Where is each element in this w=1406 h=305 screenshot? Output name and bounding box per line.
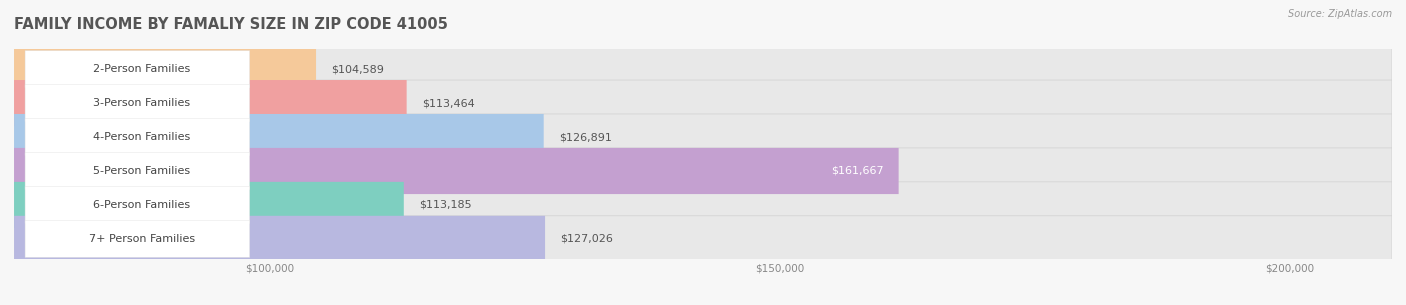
Text: FAMILY INCOME BY FAMALIY SIZE IN ZIP CODE 41005: FAMILY INCOME BY FAMALIY SIZE IN ZIP COD… [14,17,449,32]
Text: $113,185: $113,185 [419,200,472,210]
FancyBboxPatch shape [25,152,250,189]
Text: $126,891: $126,891 [560,132,612,142]
FancyBboxPatch shape [14,46,1392,92]
FancyBboxPatch shape [14,80,1392,126]
Text: $113,464: $113,464 [422,98,475,108]
Text: Source: ZipAtlas.com: Source: ZipAtlas.com [1288,9,1392,19]
FancyBboxPatch shape [14,216,546,262]
FancyBboxPatch shape [25,221,250,257]
FancyBboxPatch shape [14,114,1392,160]
FancyBboxPatch shape [25,51,250,88]
Text: 3-Person Families: 3-Person Families [93,98,190,108]
Text: 5-Person Families: 5-Person Families [93,166,190,176]
FancyBboxPatch shape [14,182,1392,228]
FancyBboxPatch shape [25,85,250,122]
FancyBboxPatch shape [25,119,250,156]
FancyBboxPatch shape [14,148,898,194]
Text: $127,026: $127,026 [561,234,613,244]
FancyBboxPatch shape [14,114,544,160]
Text: 6-Person Families: 6-Person Families [93,200,190,210]
FancyBboxPatch shape [14,182,404,228]
FancyBboxPatch shape [14,148,1392,194]
Text: 2-Person Families: 2-Person Families [93,64,190,74]
FancyBboxPatch shape [14,46,316,92]
FancyBboxPatch shape [25,186,250,223]
Text: $104,589: $104,589 [332,64,384,74]
Text: 4-Person Families: 4-Person Families [93,132,190,142]
FancyBboxPatch shape [14,216,1392,262]
Text: 7+ Person Families: 7+ Person Families [89,234,195,244]
Text: $161,667: $161,667 [831,166,883,176]
FancyBboxPatch shape [14,80,406,126]
